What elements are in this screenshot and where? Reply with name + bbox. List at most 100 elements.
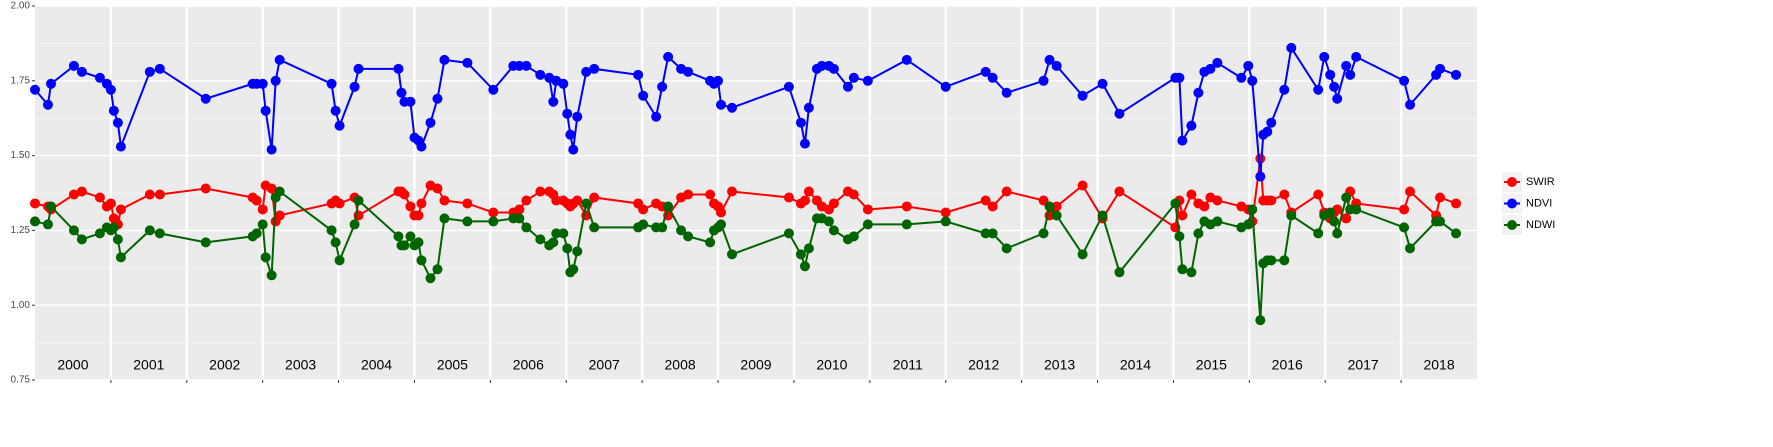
data-point [1243, 219, 1254, 230]
data-point [657, 81, 668, 92]
data-point [1405, 99, 1416, 110]
year-label: 2016 [1272, 357, 1303, 373]
data-point [862, 219, 873, 230]
data-point [1325, 69, 1336, 80]
data-point [1001, 186, 1012, 197]
data-point [1077, 249, 1088, 260]
data-point [551, 228, 562, 239]
data-point [980, 66, 991, 77]
data-point [1399, 204, 1410, 215]
data-point [425, 117, 436, 128]
data-point [1341, 192, 1352, 203]
data-point [1279, 255, 1290, 266]
legend-label: SWIR [1526, 176, 1555, 188]
data-point [405, 96, 416, 107]
data-point [1266, 255, 1277, 266]
data-point [1313, 189, 1324, 200]
data-point [1051, 201, 1062, 212]
year-label: 2004 [361, 357, 392, 373]
data-point [1247, 75, 1258, 86]
data-point [1038, 228, 1049, 239]
data-point [1329, 81, 1340, 92]
data-point [683, 231, 694, 242]
data-point [565, 129, 576, 140]
data-point [1313, 84, 1324, 95]
data-point [274, 186, 285, 197]
data-point [1193, 228, 1204, 239]
data-point [1313, 228, 1324, 239]
data-point [828, 198, 839, 209]
data-point [514, 60, 525, 71]
data-point [30, 198, 40, 209]
data-point [115, 204, 126, 215]
data-point [633, 69, 644, 80]
data-point [1451, 228, 1462, 239]
data-point [535, 186, 546, 197]
data-point [1177, 210, 1188, 221]
data-point [1451, 69, 1462, 80]
data-point [1114, 186, 1125, 197]
data-point [46, 78, 57, 89]
data-point [651, 111, 662, 122]
data-point [683, 66, 694, 77]
data-point [76, 234, 87, 245]
data-point [1174, 231, 1185, 242]
data-point [462, 57, 473, 68]
data-point [1279, 84, 1290, 95]
data-point [432, 264, 443, 275]
data-point [795, 249, 806, 260]
data-point [416, 255, 427, 266]
data-point [154, 63, 165, 74]
y-tick-label: 1.25 [11, 225, 31, 236]
data-point [1193, 87, 1204, 98]
data-point [326, 225, 337, 236]
data-point [657, 222, 668, 233]
data-point [568, 264, 579, 275]
data-point [940, 81, 951, 92]
year-label: 2005 [437, 357, 468, 373]
data-point [1077, 180, 1088, 191]
data-point [901, 201, 912, 212]
data-point [399, 189, 410, 200]
y-tick-label: 1.50 [11, 150, 31, 161]
data-point [154, 228, 165, 239]
data-point [1212, 57, 1223, 68]
data-point [1177, 264, 1188, 275]
data-point [803, 102, 814, 113]
data-point [862, 204, 873, 215]
data-point [68, 189, 79, 200]
data-point [76, 66, 87, 77]
data-point [589, 192, 600, 203]
y-tick-label: 1.75 [11, 75, 31, 86]
data-point [330, 105, 341, 116]
data-point [30, 216, 40, 227]
data-point [488, 216, 499, 227]
data-point [1174, 72, 1185, 83]
data-point [1097, 210, 1108, 221]
data-point [663, 51, 674, 62]
year-label: 2013 [1044, 357, 1075, 373]
data-point [1405, 243, 1416, 254]
data-point [1351, 204, 1362, 215]
data-point [548, 237, 559, 248]
data-point [803, 186, 814, 197]
data-point [462, 216, 473, 227]
data-point [901, 219, 912, 230]
data-point [1435, 63, 1446, 74]
data-point [562, 108, 573, 119]
data-point [1286, 42, 1297, 53]
data-point [108, 105, 119, 116]
data-point [848, 189, 859, 200]
data-point [94, 72, 105, 83]
data-point [1212, 195, 1223, 206]
data-point [676, 225, 687, 236]
data-point [1279, 189, 1290, 200]
data-point [1186, 267, 1197, 278]
data-point [257, 204, 268, 215]
data-point [413, 237, 424, 248]
data-point [94, 192, 105, 203]
data-point [727, 102, 738, 113]
data-point [816, 60, 827, 71]
data-point [1001, 87, 1012, 98]
